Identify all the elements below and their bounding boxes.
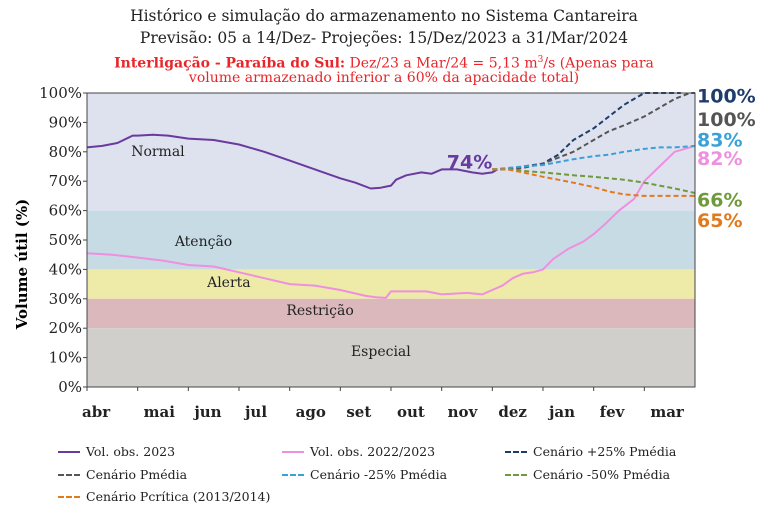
series-line-0 — [86, 133, 498, 190]
series-line-2 — [492, 92, 681, 171]
x-tick-label-7: nov — [448, 403, 479, 421]
x-tick-label-2: jun — [192, 403, 221, 421]
legend-item-vol-2022-2023: Vol. obs. 2022/2023 — [282, 444, 435, 459]
x-tick-label-8: dez — [498, 403, 527, 421]
y-tick-label-2: 20% — [49, 319, 82, 337]
legend-item-vol-2023: Vol. obs. 2023 — [58, 444, 175, 459]
x-tick-label-11: mar — [650, 403, 685, 421]
legend-item-cenario-minus50: Cenário -50% Pmédia — [505, 467, 670, 482]
subtitle-text-b: /s (Apenas para — [543, 55, 654, 72]
legend-item-cenario-minus25: Cenário -25% Pmédia — [282, 467, 447, 482]
end-label-3: 82% — [697, 148, 742, 170]
legend-label: Cenário -50% Pmédia — [533, 467, 671, 482]
end-label-2: 83% — [697, 130, 742, 152]
y-tick-label-3: 30% — [49, 290, 82, 308]
legend-label: Vol. obs. 2023 — [86, 444, 176, 459]
legend-swatch — [58, 450, 80, 453]
y-axis-label: Volume útil (%) — [13, 198, 31, 330]
band-label-3: Restrição — [286, 303, 353, 319]
legend-label: Cenário Pmédia — [86, 467, 188, 482]
series-line-5 — [492, 168, 696, 194]
x-tick-label-5: set — [346, 403, 371, 421]
legend-swatch — [282, 450, 304, 453]
legend-label: Cenário Pcrítica (2013/2014) — [86, 489, 271, 504]
legend-label: Vol. obs. 2022/2023 — [310, 444, 436, 459]
legend-swatch — [505, 450, 527, 453]
band-3 — [87, 298, 695, 329]
end-label-4: 66% — [697, 189, 742, 211]
x-tick-label-10: fev — [600, 403, 626, 421]
x-tick-label-0: abr — [82, 403, 111, 421]
y-tick-label-7: 70% — [49, 172, 82, 190]
band-4 — [87, 328, 695, 387]
series-line-3 — [492, 92, 695, 171]
legend-label: Cenário +25% Pmédia — [533, 444, 677, 459]
legend-label: Cenário -25% Pmédia — [310, 467, 448, 482]
subtitle-sup: 3 — [537, 55, 544, 65]
legend-item-cenario-pmedia: Cenário Pmédia — [58, 467, 187, 482]
band-label-1: Atenção — [174, 234, 232, 250]
band-0 — [87, 93, 695, 211]
legend-swatch — [282, 473, 304, 476]
legend-swatch — [58, 473, 80, 476]
subtitle-bold: Interligação - Paraíba do Sul: — [114, 55, 346, 72]
chart-subtitle-line2: volume armazenado inferior a 60% da apac… — [188, 70, 580, 86]
end-label-5: 65% — [697, 210, 742, 232]
chart-title-line2: Previsão: 05 a 14/Dez- Projeções: 15/Dez… — [139, 29, 629, 47]
y-tick-label-9: 90% — [49, 113, 82, 131]
band-2 — [87, 269, 695, 299]
end-label-1: 100% — [697, 109, 756, 131]
band-label-2: Alerta — [206, 275, 251, 291]
x-tick-label-6: out — [397, 403, 425, 421]
end-label-0: 100% — [697, 85, 756, 107]
y-tick-label-8: 80% — [49, 143, 82, 161]
legend-swatch — [58, 495, 80, 498]
subtitle-text-a: Dez/23 a Mar/24 = 5,13 m — [345, 55, 538, 72]
y-tick-label-10: 100% — [39, 84, 82, 102]
x-tick-label-1: mai — [144, 403, 176, 421]
y-tick-label-0: 0% — [58, 378, 82, 396]
legend-swatch — [505, 473, 527, 476]
series-line-4 — [492, 144, 696, 171]
x-tick-label-9: jan — [547, 403, 575, 421]
series-line-1 — [86, 144, 696, 299]
annotation-74-percent: 74% — [447, 152, 492, 174]
chart-title-line1: Histórico e simulação do armazenamento n… — [130, 7, 638, 25]
band-label-0: Normal — [131, 144, 185, 160]
legend-item-cenario-pcritica: Cenário Pcrítica (2013/2014) — [58, 489, 270, 504]
chart-subtitle-line1: Interligação - Paraíba do Sul: Dez/23 a … — [0, 51, 768, 73]
y-tick-label-1: 10% — [49, 349, 82, 367]
x-tick-label-4: ago — [296, 403, 326, 421]
band-1 — [87, 210, 695, 270]
x-tick-label-3: jul — [243, 403, 267, 421]
y-tick-label-6: 60% — [49, 202, 82, 220]
y-tick-label-5: 50% — [49, 231, 82, 249]
y-tick-label-4: 40% — [49, 260, 82, 278]
band-label-4: Especial — [351, 344, 411, 360]
legend-item-cenario-plus25: Cenário +25% Pmédia — [505, 444, 676, 459]
series-line-6 — [492, 168, 695, 197]
